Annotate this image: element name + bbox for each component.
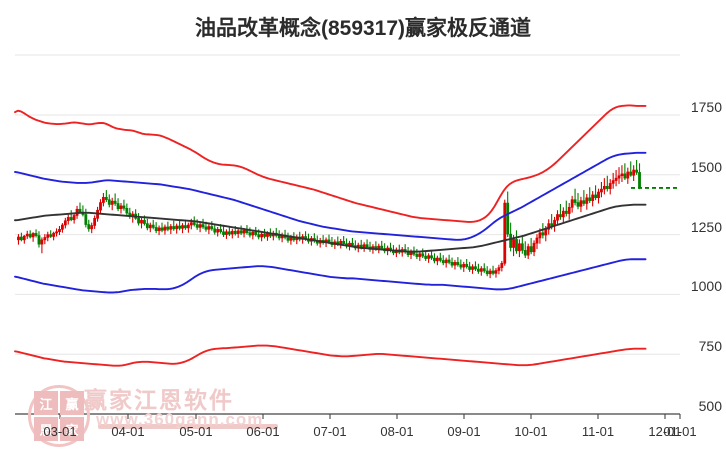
x-tick-label: 05-01: [179, 424, 213, 439]
y-tick-label: 500: [698, 398, 722, 414]
x-tick-label: 12-01: [648, 424, 682, 439]
x-tick-label: 10-01: [514, 424, 548, 439]
x-tick-label: 07-01: [313, 424, 347, 439]
x-tick-label: 03-01: [43, 424, 77, 439]
y-tick-label: 1000: [690, 278, 722, 295]
x-tick-label: 04-01: [111, 424, 145, 439]
y-tick-label: 1250: [690, 218, 722, 235]
x-tick-label: 09-01: [447, 424, 481, 439]
y-tick-label: 1500: [690, 158, 722, 175]
y-tick-label: 1750: [690, 99, 722, 115]
page-title: 油品改革概念(859317)赢家极反通道: [194, 17, 532, 40]
grid-lines: [15, 54, 680, 415]
channel-lines: [14, 104, 647, 367]
x-axis-ticks: [59, 414, 681, 419]
x-tick-label: 11-01: [581, 424, 615, 439]
x-tick-label: 01-01: [663, 424, 697, 439]
y-tick-label: 750: [698, 338, 722, 355]
candlestick-series: [17, 159, 641, 279]
x-tick-label: 08-01: [380, 424, 414, 439]
x-tick-label: 06-01: [246, 424, 280, 439]
